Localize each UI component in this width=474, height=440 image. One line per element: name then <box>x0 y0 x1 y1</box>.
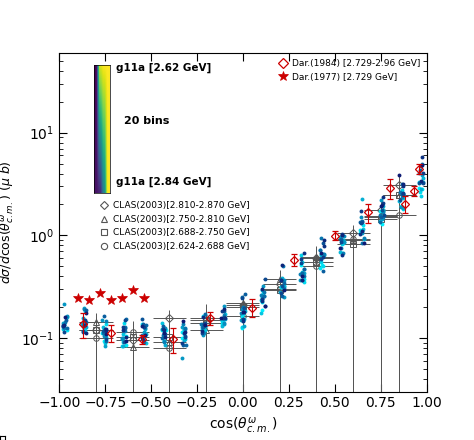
Text: g11a [2.84 GeV]: g11a [2.84 GeV] <box>116 176 211 187</box>
Y-axis label: $d\sigma/d\cos(\theta^{\omega}_{c.m.})\ (\mu\ b)$: $d\sigma/d\cos(\theta^{\omega}_{c.m.})\ … <box>0 160 16 284</box>
X-axis label: $\cos(\theta^{\omega}_{c.m.})$: $\cos(\theta^{\omega}_{c.m.})$ <box>209 416 277 436</box>
Text: g11a [2.62 GeV]: g11a [2.62 GeV] <box>116 63 211 73</box>
Text: 20 bins: 20 bins <box>124 116 169 125</box>
Legend: CLAS(2003)[2.810-2.870 GeV], CLAS(2003)[2.750-2.810 GeV], CLAS(2003)[2.688-2.750: CLAS(2003)[2.810-2.870 GeV], CLAS(2003)[… <box>95 198 253 255</box>
